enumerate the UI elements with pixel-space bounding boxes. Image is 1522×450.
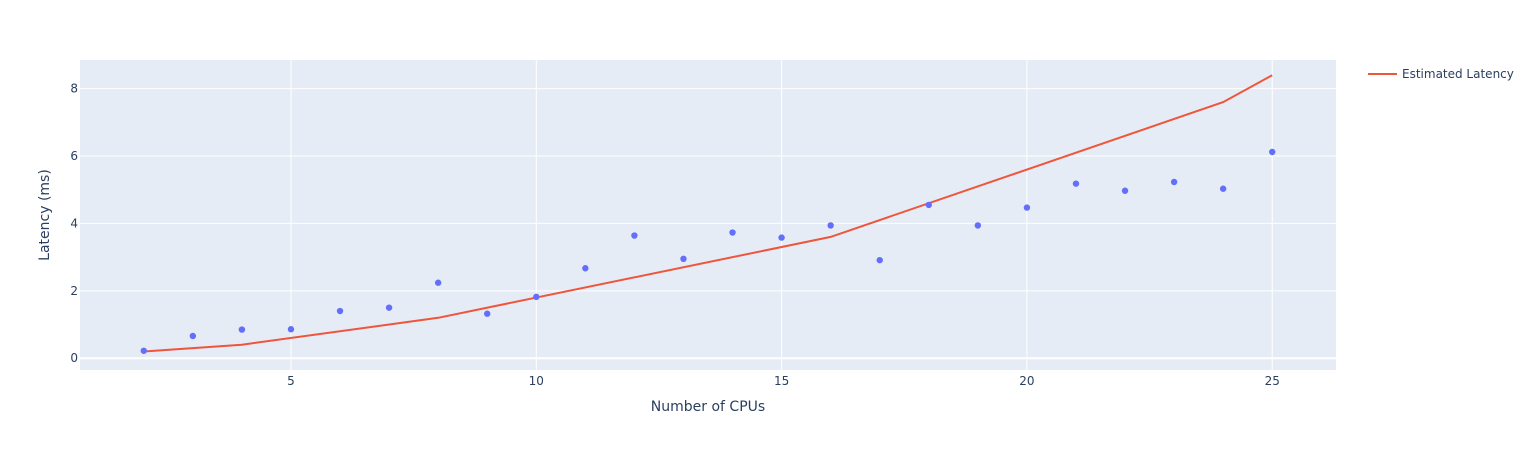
- latency-point: [778, 234, 785, 241]
- latency-point: [140, 347, 147, 354]
- latency-point: [1023, 204, 1031, 211]
- latency-point: [1121, 187, 1129, 194]
- y-tick-label: 4: [70, 216, 78, 230]
- latency-point: [484, 310, 491, 317]
- x-axis-title: Number of CPUs: [651, 399, 765, 415]
- latency-point: [729, 229, 736, 236]
- latency-point: [238, 326, 246, 333]
- latency-point: [582, 265, 589, 272]
- y-axis-title: Latency (ms): [37, 169, 53, 261]
- estimated-latency-line: [143, 74, 1273, 353]
- x-tick-labels: 5 10 15 20 25: [287, 374, 1280, 388]
- latency-point: [974, 222, 982, 229]
- legend-label-estimated-latency[interactable]: Estimated Latency: [1402, 67, 1514, 81]
- latency-point: [434, 279, 442, 286]
- estimated-latency-series: [143, 74, 1273, 353]
- y-tick-label: 8: [70, 82, 78, 96]
- x-tick-label: 25: [1265, 374, 1280, 388]
- latency-point: [336, 307, 344, 315]
- legend[interactable]: Estimated Latency: [1368, 67, 1514, 81]
- latency-point: [631, 232, 638, 239]
- latency-point: [827, 222, 834, 229]
- x-tick-label: 15: [774, 374, 789, 388]
- x-tick-label: 20: [1019, 374, 1034, 388]
- latency-point: [1219, 185, 1227, 192]
- grid-lines: [80, 60, 1336, 370]
- latency-point: [1170, 178, 1178, 186]
- latency-point: [287, 326, 295, 333]
- latency-point: [385, 304, 393, 311]
- latency-point: [189, 332, 197, 340]
- x-tick-label: 5: [287, 374, 295, 388]
- latency-point: [533, 293, 540, 301]
- x-tick-label: 10: [529, 374, 544, 388]
- latency-point: [876, 256, 883, 264]
- y-tick-label: 0: [70, 351, 78, 365]
- y-tick-label: 2: [70, 284, 78, 298]
- y-tick-labels: 0 2 4 6 8: [70, 82, 78, 366]
- plot-background: [80, 60, 1336, 370]
- measured-latency-points: [140, 148, 1276, 354]
- latency-point: [1072, 180, 1080, 187]
- y-tick-label: 6: [70, 149, 78, 163]
- latency-point: [1269, 148, 1276, 156]
- latency-point: [680, 255, 687, 263]
- latency-point: [925, 201, 932, 209]
